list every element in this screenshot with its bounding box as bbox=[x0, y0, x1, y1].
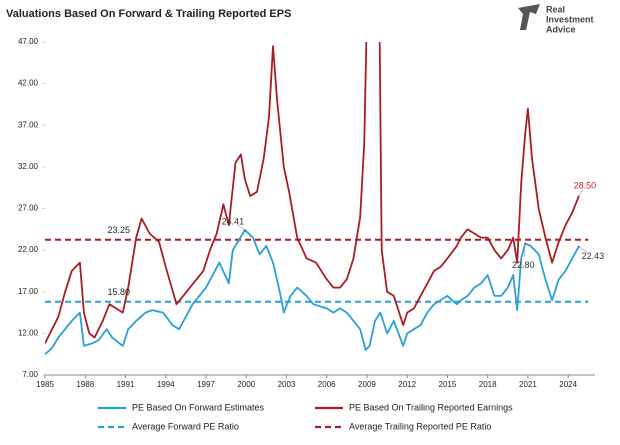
annotation-label: 22.43 bbox=[582, 251, 605, 261]
x-tick-label: 1994 bbox=[157, 380, 175, 389]
logo-text: Real bbox=[546, 4, 565, 14]
y-tick-label: 17.00 bbox=[18, 287, 39, 296]
annotation-leader bbox=[523, 243, 526, 257]
y-tick-label: 27.00 bbox=[18, 204, 39, 213]
logo-icon bbox=[518, 4, 540, 30]
series-line bbox=[45, 41, 580, 344]
annotation-label: 22.80 bbox=[512, 260, 535, 270]
y-tick-label: 42.00 bbox=[18, 79, 39, 88]
legend-label: PE Based On Trailing Reported Earnings bbox=[349, 402, 513, 412]
legend-label: PE Based On Forward Estimates bbox=[132, 402, 265, 412]
average-label: 23.25 bbox=[108, 225, 131, 235]
logo: Real Investment Advice bbox=[518, 4, 594, 34]
y-tick-label: 22.00 bbox=[18, 245, 39, 254]
x-tick-label: 2000 bbox=[237, 380, 255, 389]
y-tick-label: 12.00 bbox=[18, 328, 39, 337]
x-tick-label: 2018 bbox=[479, 380, 497, 389]
legend-label: Average Trailing Reported PE Ratio bbox=[349, 421, 491, 431]
average-label: 15.80 bbox=[108, 287, 131, 297]
x-tick-label: 2015 bbox=[439, 380, 457, 389]
annotation-leader bbox=[578, 246, 588, 253]
x-tick-label: 1988 bbox=[76, 380, 94, 389]
logo-text: Advice bbox=[546, 24, 576, 34]
series-line bbox=[45, 229, 580, 355]
x-tick-label: 1985 bbox=[36, 380, 54, 389]
y-tick-label: 32.00 bbox=[18, 162, 39, 171]
annotation-label: 28.50 bbox=[574, 180, 597, 190]
x-tick-label: 2012 bbox=[398, 380, 416, 389]
annotation-leader bbox=[578, 189, 583, 197]
chart-title: Valuations Based On Forward & Trailing R… bbox=[6, 8, 291, 20]
x-tick-label: 2003 bbox=[278, 380, 296, 389]
x-tick-label: 2009 bbox=[358, 380, 376, 389]
y-tick-label: 7.00 bbox=[22, 370, 38, 379]
logo-text: Investment bbox=[546, 14, 594, 24]
annotation-leader bbox=[237, 225, 246, 231]
annotation-label: 24.41 bbox=[222, 216, 245, 226]
plot-area bbox=[45, 41, 589, 355]
x-tick-label: 1997 bbox=[197, 380, 215, 389]
x-tick-label: 2006 bbox=[318, 380, 336, 389]
x-tick-label: 1991 bbox=[117, 380, 135, 389]
x-tick-label: 2024 bbox=[559, 380, 577, 389]
legend-label: Average Forward PE Ratio bbox=[132, 421, 239, 431]
y-tick-label: 37.00 bbox=[18, 120, 39, 129]
x-tick-label: 2021 bbox=[519, 380, 537, 389]
y-tick-label: 47.00 bbox=[18, 37, 39, 46]
